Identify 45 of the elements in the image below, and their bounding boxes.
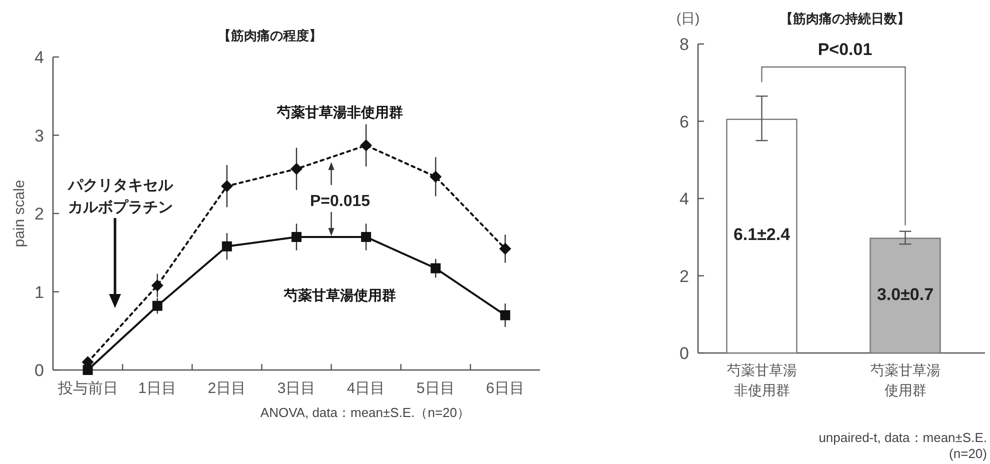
text: ANOVA, data：mean±S.E.（n=20） — [260, 405, 470, 420]
point — [152, 300, 162, 311]
annotation: P=0.015 — [310, 193, 370, 210]
point — [360, 139, 372, 152]
x-tick-label: 投与前日 — [56, 380, 118, 397]
y-axis-title: (日) — [676, 10, 700, 26]
point — [292, 232, 302, 242]
x-tick-label: 芍薬甘草湯非使用群 — [726, 362, 797, 398]
point — [430, 170, 442, 183]
x-tick-label: 4日目 — [346, 380, 386, 397]
point — [430, 263, 441, 274]
y-tick-label: 1 — [34, 282, 44, 302]
y-tick-label: 0 — [680, 344, 689, 363]
data-label: 6.1±2.4 — [733, 225, 791, 244]
point — [361, 232, 372, 242]
annotation: パクリタキセルカルボプラチン — [67, 177, 174, 216]
point — [151, 279, 164, 292]
y-tick-label: 2 — [680, 266, 689, 286]
x-tick-label: 芍薬甘草湯使用群 — [870, 362, 940, 398]
point — [499, 242, 512, 255]
y-tick-label: 8 — [680, 35, 689, 54]
y-tick-label: 4 — [680, 190, 689, 208]
point — [500, 310, 510, 320]
text: unpaired-t, data：mean±S.E. (n=20) — [818, 430, 987, 461]
y-tick-label: 0 — [34, 361, 44, 380]
y-tick-label: 4 — [34, 48, 44, 67]
y-axis-title: pain scale — [11, 180, 28, 248]
x-tick-label: 3日目 — [277, 380, 316, 397]
text: 芍薬甘草湯非使用群 — [276, 104, 403, 120]
data-label: 3.0±0.7 — [876, 285, 934, 304]
chart-title: 【筋肉痛の程度】 — [218, 28, 322, 43]
y-tick-label: 3 — [34, 126, 44, 146]
annotation: P<0.01 — [818, 40, 872, 59]
x-tick-label: 2日目 — [208, 380, 246, 397]
y-tick-label: 2 — [34, 204, 44, 224]
x-tick-label: 6日目 — [486, 380, 524, 397]
x-tick-label: 1日目 — [138, 380, 177, 397]
point — [290, 162, 302, 175]
y-tick-label: 6 — [680, 112, 689, 132]
point — [220, 180, 233, 192]
text: 芍薬甘草湯使用群 — [283, 287, 396, 303]
x-tick-label: 5日目 — [416, 380, 455, 397]
chart-title: 【筋肉痛の持続日数】 — [780, 11, 910, 26]
point — [82, 365, 93, 375]
point — [222, 241, 232, 252]
